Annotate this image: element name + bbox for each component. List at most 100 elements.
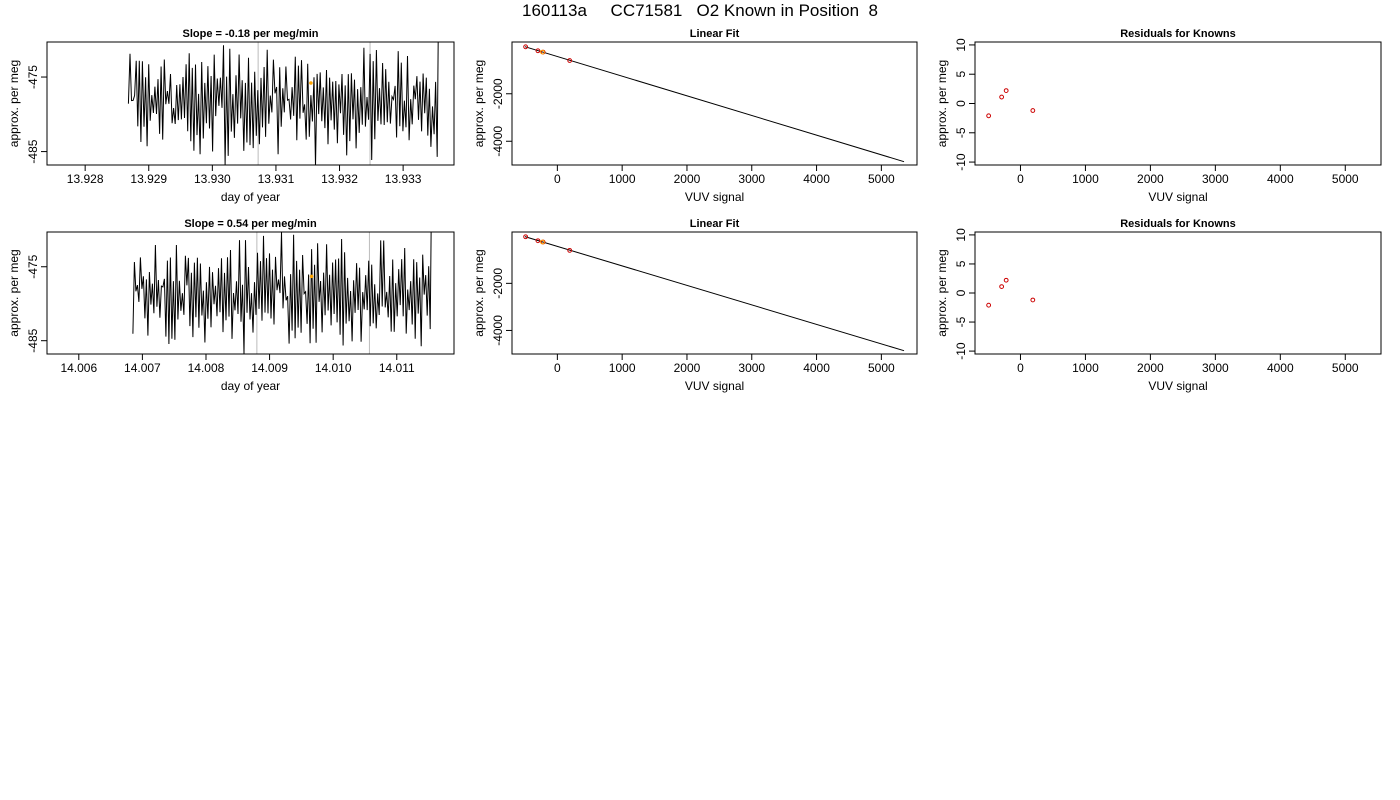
x-axis-label: VUV signal xyxy=(685,379,744,393)
x-axis-label: day of year xyxy=(221,379,280,393)
x-tick-label: 2000 xyxy=(674,172,701,186)
y-tick-label: -5 xyxy=(954,127,968,138)
y-tick-label: 0 xyxy=(954,100,968,107)
y-tick-label: 5 xyxy=(954,260,968,267)
y-axis-label: approx. per meg xyxy=(472,249,486,336)
data-point xyxy=(567,58,573,63)
chart-panel: Slope = -0.18 per meg/min day of year appr… xyxy=(7,28,455,204)
chart-title: Slope = -0.18 per meg/min xyxy=(182,28,318,40)
chart-panel: Linear Fit VUV signal approx. per meg 0 1000… xyxy=(472,218,918,393)
x-tick-label: 1000 xyxy=(1072,172,1099,186)
plot-frame xyxy=(974,231,1382,355)
chart-panel: Residuals for Knowns VUV signal approx. pe… xyxy=(935,28,1382,204)
data-point xyxy=(523,44,529,50)
x-tick-label: 5000 xyxy=(868,361,895,375)
x-tick-label: 1000 xyxy=(609,361,636,375)
x-axis-label: VUV signal xyxy=(685,190,744,204)
x-tick-label: 5000 xyxy=(1332,361,1359,375)
x-tick-label: 3000 xyxy=(738,172,765,186)
data-point xyxy=(1003,88,1009,94)
x-tick-label: 13.928 xyxy=(67,172,104,186)
plot-area xyxy=(523,44,905,163)
data-point xyxy=(540,49,545,55)
y-tick-label: -2000 xyxy=(491,78,505,109)
data-point xyxy=(567,247,573,253)
x-tick-label: 1000 xyxy=(609,172,636,186)
x-tick-label: 4000 xyxy=(1267,172,1294,186)
y-axis-label: approx. per meg xyxy=(935,60,949,147)
data-point xyxy=(535,238,541,244)
chart-title: Slope = 0.54 per meg/min xyxy=(184,218,317,230)
x-tick-label: 4000 xyxy=(803,172,830,186)
x-tick-label: 3000 xyxy=(1202,361,1229,375)
x-tick-label: 13.931 xyxy=(258,172,295,186)
marker-point xyxy=(309,274,314,279)
x-tick-label: 4000 xyxy=(1267,361,1294,375)
data-point xyxy=(986,113,992,119)
x-tick-label: 14.008 xyxy=(188,361,225,375)
data-point xyxy=(540,239,545,245)
chart-panel: Residuals for Knowns VUV signal approx. pe… xyxy=(935,218,1382,393)
plot-frame xyxy=(511,41,918,166)
x-tick-label: 0 xyxy=(1017,361,1024,375)
x-axis-label: VUV signal xyxy=(1148,379,1207,393)
x-tick-label: 2000 xyxy=(1137,172,1164,186)
data-point xyxy=(523,234,529,240)
x-tick-label: 13.932 xyxy=(321,172,358,186)
y-tick-label: -4000 xyxy=(491,126,505,157)
data-point xyxy=(986,302,992,308)
y-tick-label: -4000 xyxy=(491,315,505,346)
fit-line xyxy=(524,236,905,352)
plot-area xyxy=(986,88,1036,119)
plot-area xyxy=(986,277,1036,308)
x-tick-label: 13.929 xyxy=(130,172,167,186)
page-title: 160113a CC71581 O2 Known in Position 8 xyxy=(522,1,878,20)
y-tick-label: -485 xyxy=(26,328,40,352)
plot-frame xyxy=(974,41,1382,166)
y-axis-label: approx. per meg xyxy=(7,249,21,336)
data-point xyxy=(1030,108,1036,113)
data-point xyxy=(1003,277,1009,283)
x-tick-label: 3000 xyxy=(738,361,765,375)
x-tick-label: 4000 xyxy=(803,361,830,375)
y-tick-label: -475 xyxy=(26,254,40,278)
data-point xyxy=(1030,297,1036,303)
data-point xyxy=(999,284,1005,290)
y-tick-label: 10 xyxy=(954,38,968,52)
fit-line xyxy=(524,46,905,163)
plot-area xyxy=(127,42,439,165)
x-tick-label: 14.006 xyxy=(60,361,97,375)
marker-point xyxy=(309,81,313,85)
x-tick-label: 2000 xyxy=(1137,361,1164,375)
y-tick-label: -10 xyxy=(954,153,968,171)
x-tick-label: 14.011 xyxy=(379,361,415,375)
x-tick-label: 2000 xyxy=(674,361,701,375)
x-tick-label: 0 xyxy=(554,172,561,186)
plot-area xyxy=(523,234,905,352)
y-axis-label: approx. per meg xyxy=(7,60,21,147)
data-series-line xyxy=(132,232,432,354)
y-tick-label: 0 xyxy=(954,289,968,296)
y-axis-label: approx. per meg xyxy=(935,249,949,336)
plot-area xyxy=(132,232,432,354)
x-tick-label: 0 xyxy=(1017,172,1024,186)
chart-title: Residuals for Knowns xyxy=(1120,28,1236,40)
x-tick-label: 14.010 xyxy=(315,361,352,375)
x-axis-label: day of year xyxy=(221,190,280,204)
chart-panel: Slope = 0.54 per meg/min day of year appro… xyxy=(7,218,455,393)
y-tick-label: -5 xyxy=(954,316,968,327)
x-tick-label: 0 xyxy=(554,361,561,375)
data-point xyxy=(535,48,541,54)
chart-title: Linear Fit xyxy=(690,28,740,40)
plot-frame xyxy=(46,41,455,166)
chart-title: Linear Fit xyxy=(690,218,740,230)
plot-frame xyxy=(511,231,918,355)
data-point xyxy=(999,94,1005,100)
x-tick-label: 5000 xyxy=(1332,172,1359,186)
y-tick-label: -485 xyxy=(26,139,40,163)
data-series-line xyxy=(127,42,439,165)
y-tick-label: -475 xyxy=(26,65,40,89)
x-tick-label: 1000 xyxy=(1072,361,1099,375)
x-tick-label: 5000 xyxy=(868,172,895,186)
